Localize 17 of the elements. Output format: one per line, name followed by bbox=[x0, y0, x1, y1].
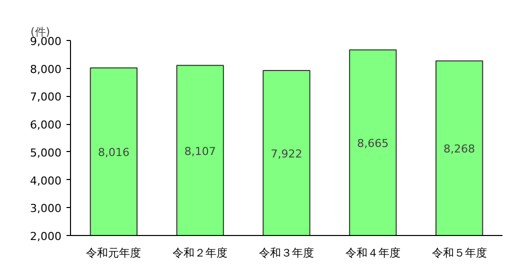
y-tick-label: 3,000 bbox=[30, 202, 62, 216]
data-label: 8,665 bbox=[357, 137, 389, 150]
data-label: 7,922 bbox=[270, 148, 302, 161]
data-label: 8,268 bbox=[444, 142, 476, 156]
y-tick-label: 6,000 bbox=[30, 118, 62, 132]
x-tick-label: 令和４年度 bbox=[345, 246, 400, 260]
x-tick-label: 令和元年度 bbox=[86, 246, 142, 260]
x-tick-label: 令和３年度 bbox=[259, 246, 314, 260]
x-tick-label: 令和２年度 bbox=[172, 246, 228, 260]
data-label: 8,107 bbox=[184, 144, 216, 158]
y-tick-label: 8,000 bbox=[30, 62, 62, 76]
y-tick-label: 5,000 bbox=[30, 146, 62, 160]
y-tick-label: 2,000 bbox=[30, 230, 62, 243]
y-tick-label: 4,000 bbox=[30, 174, 62, 188]
y-tick-label: 7,000 bbox=[30, 90, 62, 104]
x-tick-label: 令和５年度 bbox=[432, 246, 487, 260]
data-label: 8,016 bbox=[98, 146, 130, 160]
